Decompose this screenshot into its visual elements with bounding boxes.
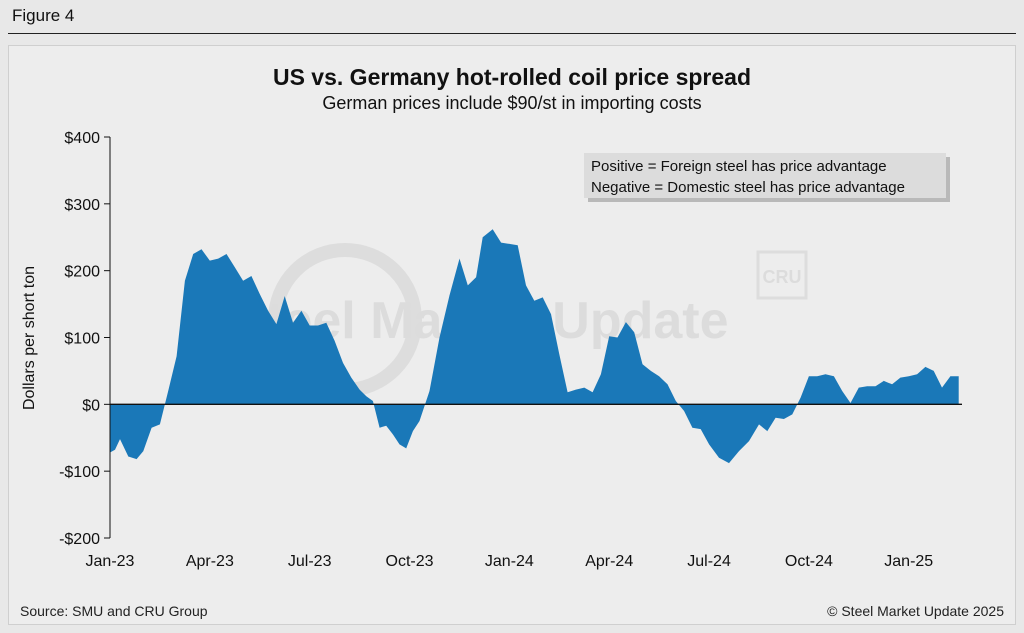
y-tick-label: $300 [64,197,100,214]
y-tick-label: -$100 [59,464,100,481]
footer-source: Source: SMU and CRU Group [20,603,208,619]
watermark-badge: CRU [763,267,802,287]
y-tick-label: -$200 [59,531,100,548]
area-layer [109,229,959,464]
chart-title: US vs. Germany hot-rolled coil price spr… [272,64,752,90]
x-tick-label: Jan-25 [884,553,933,570]
watermark-badge-box [756,250,808,300]
y-tick-label: $400 [64,130,100,147]
y-tick-label: $200 [64,264,100,281]
tick-layer: -$200 -$100 $0 $100 $200 $300 $400 Jan-23 Apr-23… [59,130,933,570]
figure-label: Figure 4 [12,6,75,25]
legend-background [584,153,946,198]
x-tick-label: Apr-24 [585,553,633,570]
legend-box: Positive = Foreign steel has price advan… [584,153,950,202]
x-tick-label: Jul-23 [288,553,332,570]
chart-subtitle: German prices include $90/st in importin… [322,93,702,113]
x-tick-label: Jul-24 [687,553,731,570]
series-area [110,229,959,464]
x-tick-label: Oct-23 [386,553,434,570]
y-tick-label: $100 [64,331,100,348]
legend-positive: Positive = Foreign steel has price advan… [591,158,887,175]
x-tick-label: Jan-24 [485,553,534,570]
y-axis-label: Dollars per short ton [21,266,38,410]
legend-negative: Negative = Domestic steel has price adva… [591,179,905,196]
x-tick-label: Apr-23 [186,553,234,570]
x-tick-label: Oct-24 [785,553,833,570]
y-tick-label: $0 [82,397,100,414]
footer-copyright: © Steel Market Update 2025 [827,603,1004,619]
top-divider [8,33,1016,34]
x-tick-label: Jan-23 [86,553,135,570]
